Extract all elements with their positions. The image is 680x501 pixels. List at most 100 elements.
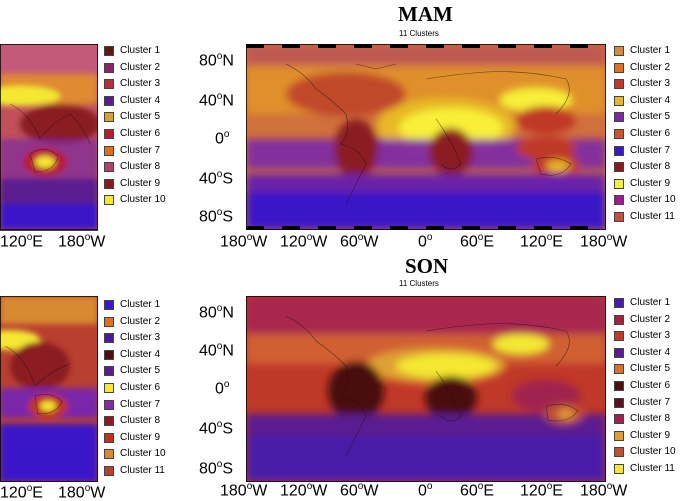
- legend-item: Cluster 5: [104, 110, 174, 124]
- lat-tick-label: 40oN: [199, 91, 234, 110]
- lon-tick-label: 60oE: [460, 232, 495, 251]
- legend-label: Cluster 1: [120, 299, 161, 310]
- legend-label: Cluster 11: [630, 211, 675, 222]
- legend-swatch: [614, 347, 624, 358]
- legend-mam: Cluster 1 Cluster 2 Cluster 3 Cluster 4 Clus…: [614, 44, 680, 228]
- legend-son: Cluster 1 Cluster 2 Cluster 3 Cluster 4 Clus…: [614, 296, 680, 480]
- legend-item: Cluster 10: [614, 445, 680, 459]
- legend-swatch: [104, 449, 114, 460]
- legend-left-bottom: Cluster 1 Cluster 2 Cluster 3 Cluster 4 Clus…: [104, 298, 180, 482]
- lat-tick-label: 40oS: [199, 419, 234, 438]
- legend-label: Cluster 1: [630, 297, 671, 308]
- legend-swatch: [104, 333, 114, 344]
- map-title: MAM: [398, 2, 453, 26]
- legend-item: Cluster 5: [614, 362, 680, 376]
- legend-item: Cluster 6: [104, 381, 174, 395]
- legend-label: Cluster 3: [630, 78, 671, 90]
- legend-label: Cluster 10: [120, 194, 166, 206]
- legend-swatch: [614, 162, 624, 173]
- legend-label: Cluster 10: [120, 448, 166, 460]
- legend-swatch: [104, 195, 114, 206]
- legend-item: Cluster 4: [104, 94, 174, 108]
- legend-label: Cluster 11: [630, 463, 675, 474]
- lat-tick-label: 0o: [215, 379, 230, 398]
- legend-item: Cluster 4: [104, 348, 174, 362]
- legend-item: Cluster 11: [614, 210, 680, 224]
- legend-label: Cluster 8: [630, 413, 671, 425]
- legend-item: Cluster 11: [104, 464, 174, 478]
- cluster-map-left-bottom: [0, 296, 98, 482]
- legend-item: Cluster 7: [104, 144, 174, 158]
- legend-item: Cluster 2: [104, 315, 174, 329]
- legend-swatch: [614, 447, 624, 458]
- legend-swatch: [614, 129, 624, 139]
- legend-label: Cluster 1: [630, 45, 671, 56]
- legend-item: Cluster 8: [104, 414, 174, 428]
- legend-item: Cluster 2: [614, 61, 680, 75]
- lon-tick-label: 60oW: [340, 232, 379, 251]
- legend-swatch: [104, 46, 114, 56]
- legend-label: Cluster 2: [630, 61, 671, 73]
- legend-label: Cluster 10: [630, 446, 676, 458]
- legend-item: Cluster 8: [614, 160, 680, 174]
- legend-item: Cluster 6: [104, 127, 174, 141]
- lon-tick-label: 180oW: [220, 481, 268, 500]
- lon-tick-label: 60oW: [340, 481, 379, 500]
- legend-item: Cluster 1: [614, 44, 680, 58]
- legend-item: Cluster 11: [614, 462, 680, 476]
- legend-item: Cluster 3: [614, 77, 680, 91]
- cluster-map-left-top: [0, 44, 98, 231]
- lon-tick-label: 180oW: [220, 232, 268, 251]
- legend-item: Cluster 7: [614, 144, 680, 158]
- legend-swatch: [104, 366, 114, 377]
- legend-item: Cluster 3: [614, 329, 680, 343]
- legend-swatch: [614, 79, 624, 90]
- legend-label: Cluster 8: [630, 161, 671, 173]
- legend-item: Cluster 3: [104, 77, 174, 91]
- legend-label: Cluster 3: [120, 78, 161, 90]
- legend-swatch: [614, 298, 624, 308]
- legend-swatch: [104, 62, 114, 73]
- legend-label: Cluster 7: [120, 144, 161, 156]
- cluster-map-mam: [246, 44, 606, 230]
- legend-swatch: [104, 79, 114, 90]
- lon-tick-label: 120oE: [520, 481, 563, 500]
- legend-swatch: [104, 349, 114, 360]
- legend-label: Cluster 2: [120, 61, 161, 73]
- legend-item: Cluster 9: [104, 177, 174, 191]
- legend-item: Cluster 8: [614, 412, 680, 426]
- legend-item: Cluster 2: [614, 313, 680, 327]
- legend-item: Cluster 9: [614, 429, 680, 443]
- legend-swatch: [614, 212, 624, 222]
- legend-label: Cluster 8: [120, 161, 161, 173]
- legend-label: Cluster 5: [630, 363, 671, 375]
- legend-swatch: [104, 316, 114, 327]
- legend-swatch: [104, 399, 114, 410]
- legend-swatch: [614, 364, 624, 375]
- legend-item: Cluster 6: [614, 127, 680, 141]
- legend-label: Cluster 11: [120, 465, 165, 476]
- map-subtitle: 11 Clusters: [399, 279, 439, 288]
- legend-item: Cluster 7: [104, 398, 174, 412]
- legend-item: Cluster 5: [614, 110, 680, 124]
- lon-tick-label: 180oW: [58, 483, 106, 501]
- lon-tick-label: 180oW: [580, 481, 628, 500]
- legend-swatch: [614, 314, 624, 325]
- lat-tick-label: 40oN: [199, 341, 234, 360]
- legend-swatch: [104, 432, 114, 443]
- legend-swatch: [614, 62, 624, 73]
- legend-label: Cluster 4: [630, 94, 671, 106]
- legend-item: Cluster 7: [614, 396, 680, 410]
- legend-item: Cluster 10: [614, 193, 680, 207]
- map-title: SON: [405, 254, 449, 278]
- legend-label: Cluster 9: [120, 431, 161, 443]
- legend-left-top: Cluster 1 Cluster 2 Cluster 3 Cluster 4 Clus…: [104, 44, 180, 214]
- legend-item: Cluster 4: [614, 346, 680, 360]
- legend-swatch: [104, 300, 114, 310]
- legend-swatch: [614, 178, 624, 189]
- legend-item: Cluster 10: [104, 447, 174, 461]
- legend-label: Cluster 4: [120, 348, 161, 360]
- legend-swatch: [614, 381, 624, 391]
- lon-tick-label: 120oW: [280, 232, 328, 251]
- legend-swatch: [614, 464, 624, 474]
